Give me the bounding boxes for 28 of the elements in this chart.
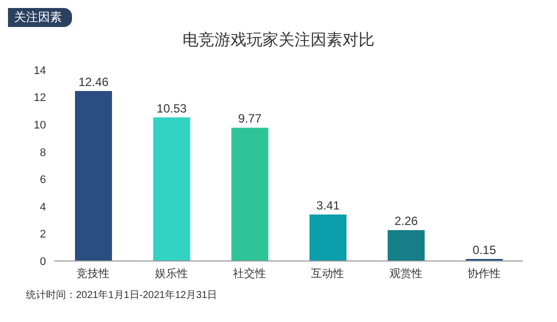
bar xyxy=(231,128,268,261)
y-tick-label: 10 xyxy=(34,119,46,132)
data-label: 0.15 xyxy=(472,242,496,257)
bar xyxy=(75,91,112,261)
text: 统计时间：2021年1月1日-2021年12月31日 xyxy=(26,288,218,302)
x-tick-label: 观赏性 xyxy=(389,266,422,280)
data-label: 12.46 xyxy=(78,75,109,90)
x-tick-label: 娱乐性 xyxy=(154,266,188,280)
y-tick-label: 14 xyxy=(34,64,46,77)
x-tick-label: 协作性 xyxy=(467,266,500,280)
x-tick-label: 社交性 xyxy=(232,266,266,280)
y-tick-label: 12 xyxy=(34,92,46,104)
data-label: 2.26 xyxy=(394,214,418,228)
bar xyxy=(388,230,425,261)
data-label: 9.77 xyxy=(238,112,262,126)
data-label: 3.41 xyxy=(316,198,340,212)
x-tick-label: 竞技性 xyxy=(76,266,110,280)
x-tick-label: 互动性 xyxy=(311,268,344,280)
y-tick-label: 8 xyxy=(40,146,46,159)
bar xyxy=(153,117,190,261)
bar xyxy=(310,214,346,261)
text: 关注因素 xyxy=(8,8,72,27)
y-tick-label: 2 xyxy=(40,228,46,241)
chart-title: 电竞游戏玩家关注因素对比 xyxy=(182,30,376,51)
data-label: 10.53 xyxy=(156,101,188,116)
y-tick-label: 6 xyxy=(40,174,46,186)
y-tick-label: 4 xyxy=(40,201,46,214)
y-tick-label: 0 xyxy=(40,256,46,268)
